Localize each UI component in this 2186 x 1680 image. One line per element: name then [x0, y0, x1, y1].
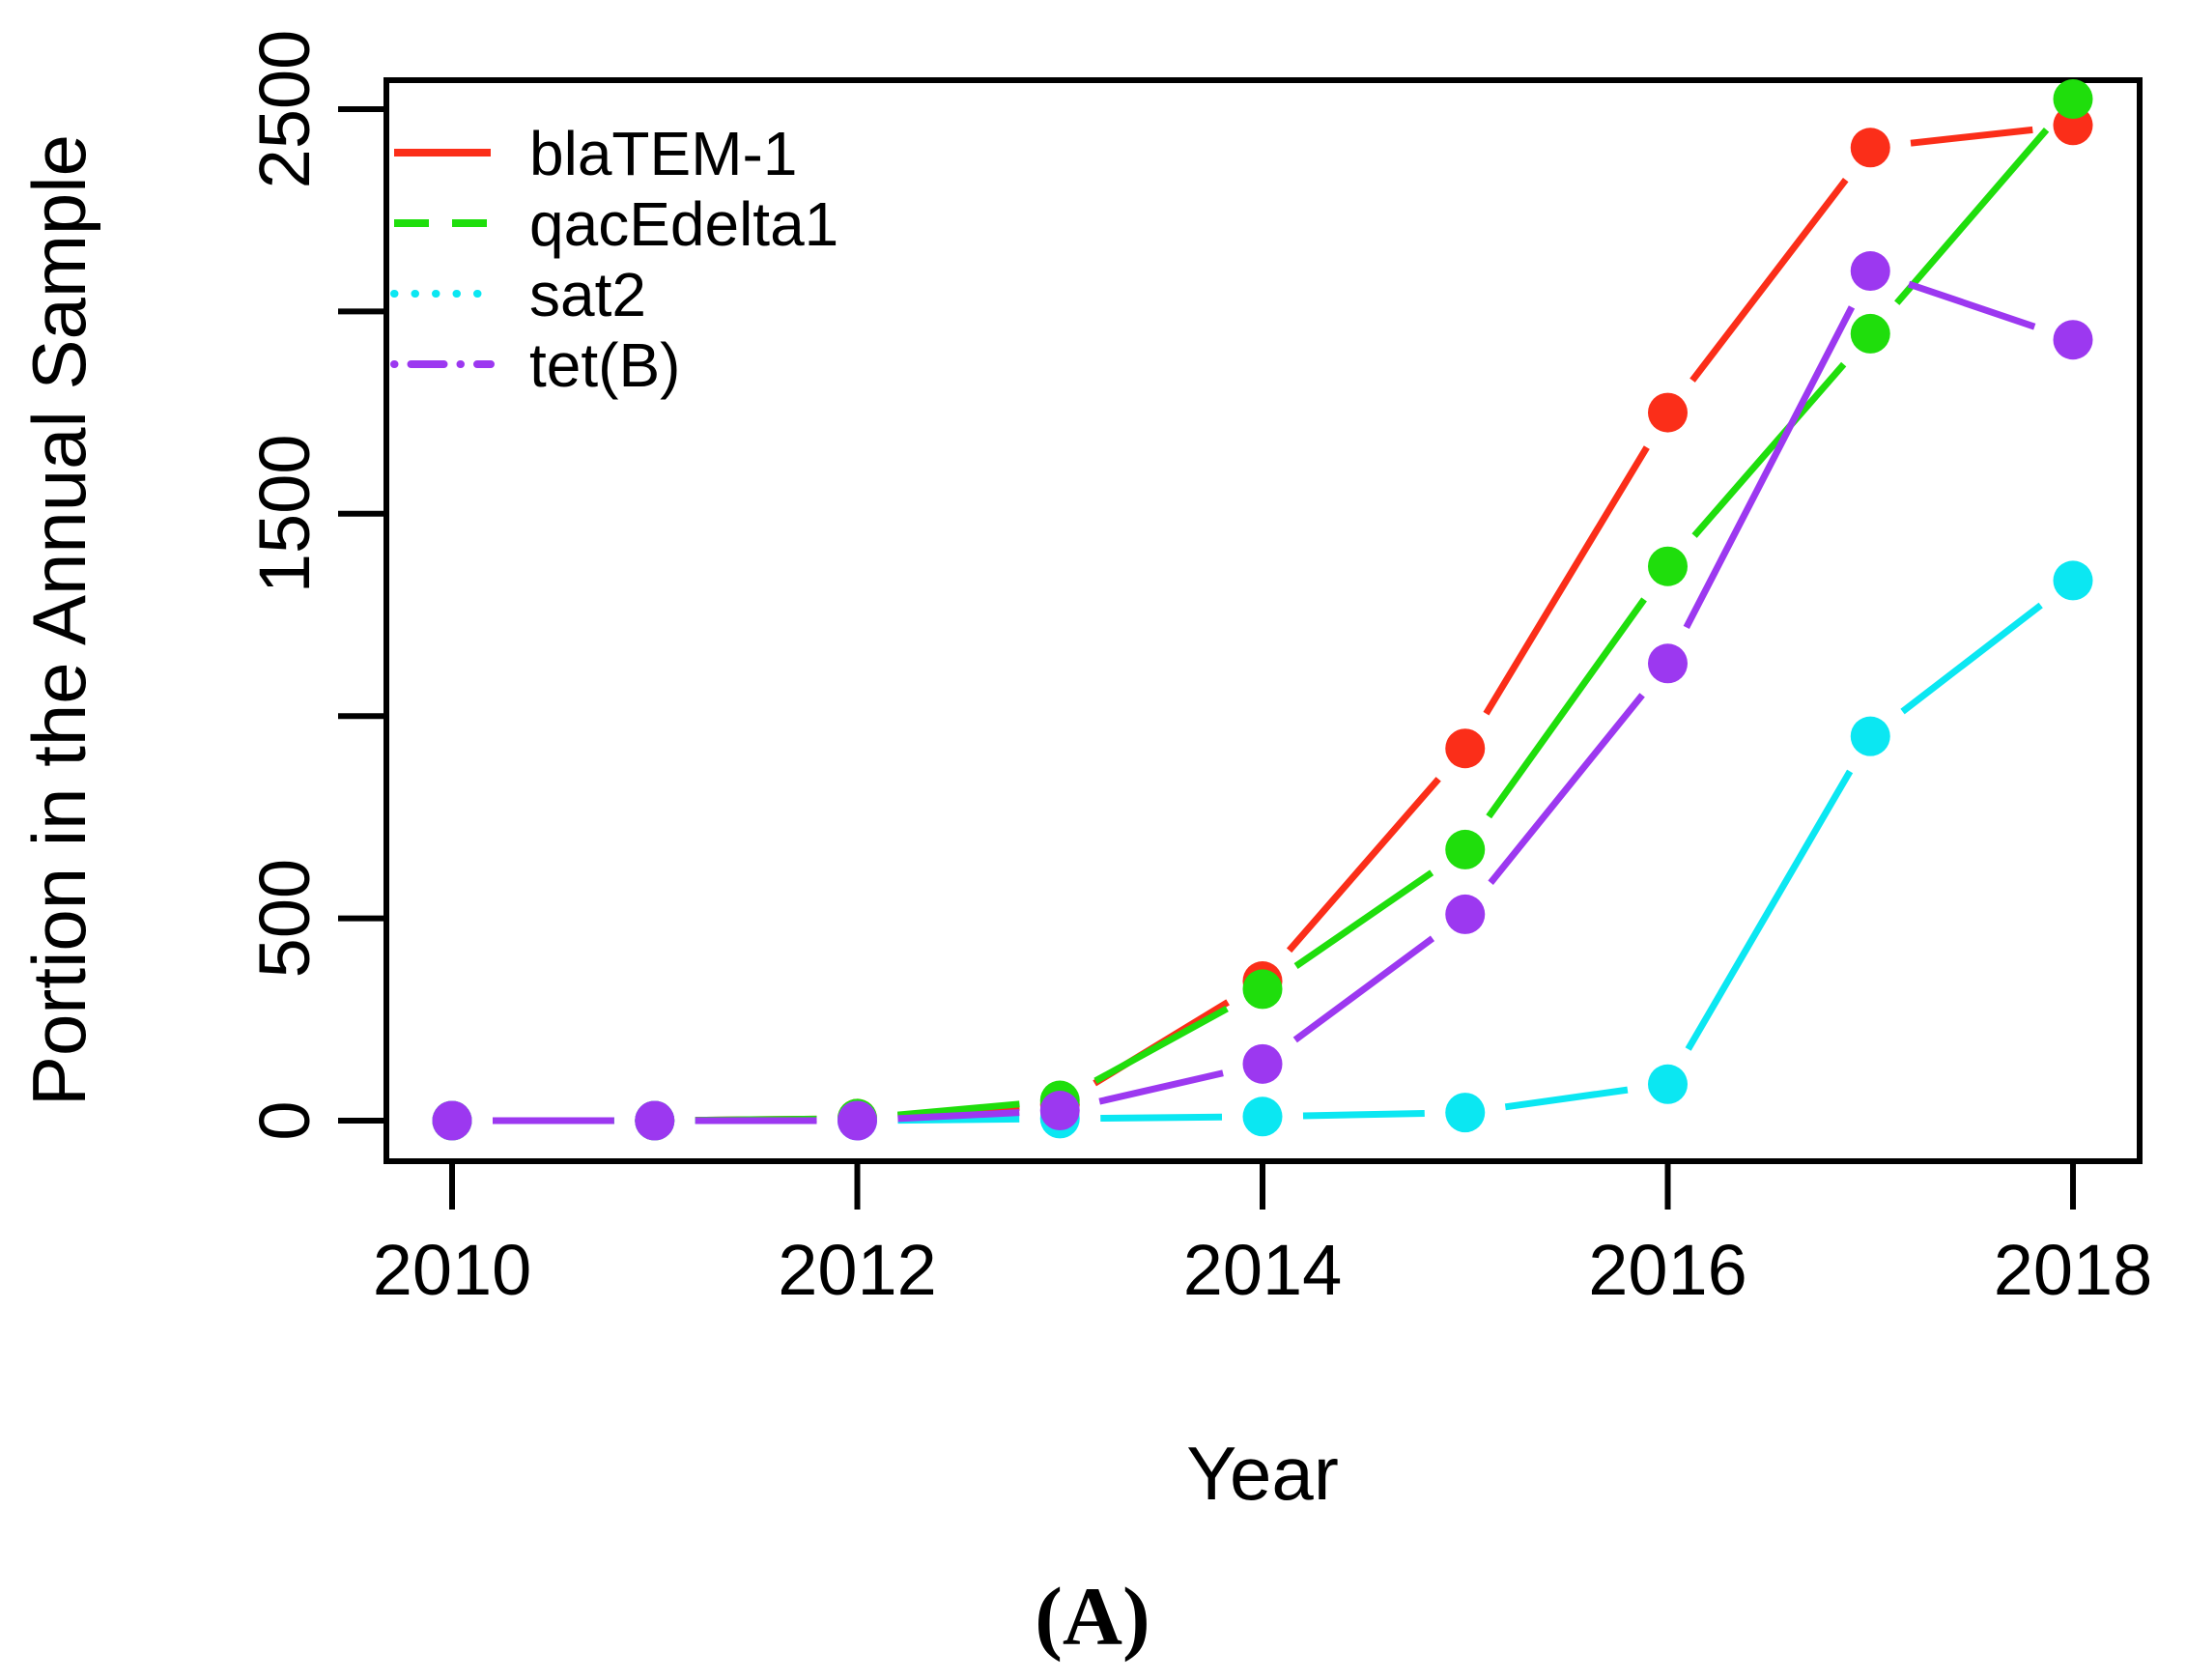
- series-tet-b-: [432, 251, 2093, 1141]
- data-point: [1850, 128, 1890, 168]
- x-tick-label: 2016: [1588, 1230, 1747, 1310]
- series-segment: [1098, 1069, 1224, 1105]
- series-segment: [1691, 361, 1847, 538]
- y-tick-label: 1500: [244, 434, 325, 593]
- series-segment: [897, 1109, 1020, 1123]
- series-segment: [1293, 869, 1434, 969]
- legend-label: blaTEM-1: [529, 119, 797, 188]
- data-point: [1445, 728, 1486, 769]
- y-axis-title: Portion in the Annual Sample: [16, 134, 101, 1106]
- series-segment: [1910, 126, 2033, 147]
- series-segment: [1093, 1006, 1229, 1084]
- x-axis-title: Year: [1186, 1431, 1339, 1516]
- data-point: [635, 1100, 675, 1141]
- series-segment: [1292, 935, 1435, 1043]
- legend-label: tet(B): [529, 330, 680, 400]
- data-point: [432, 1100, 472, 1141]
- series-segment: [897, 1100, 1020, 1119]
- series-segment: [1900, 602, 2043, 715]
- data-point: [1850, 716, 1890, 756]
- y-tick-label: 0: [244, 1100, 325, 1140]
- panel-caption: (A): [1035, 1570, 1150, 1663]
- data-point: [1445, 1093, 1486, 1133]
- series-segment: [1100, 1113, 1223, 1122]
- legend-label: qacEdelta1: [529, 189, 838, 259]
- data-point: [1648, 643, 1688, 684]
- y-tick-label: 500: [244, 859, 325, 978]
- series-segment: [1683, 305, 1856, 630]
- data-point: [1850, 251, 1890, 292]
- data-point: [837, 1100, 877, 1141]
- data-point: [2053, 560, 2093, 601]
- series-segment: [1302, 1109, 1425, 1120]
- data-point: [2053, 79, 2093, 120]
- x-axis-ticks: 2010 2012 2014 2016 2018: [373, 1161, 2153, 1310]
- data-point: [1648, 1064, 1688, 1104]
- series-segment: [1286, 777, 1441, 954]
- y-tick-label: 2500: [244, 30, 325, 189]
- x-tick-label: 2018: [1994, 1230, 2153, 1310]
- series-segment: [1685, 769, 1854, 1051]
- data-point: [1242, 969, 1283, 1010]
- data-point: [1039, 1091, 1080, 1131]
- legend-label: sat2: [529, 260, 646, 329]
- series-segment: [1894, 128, 2050, 305]
- series-segment: [1483, 445, 1650, 716]
- data-point: [1850, 313, 1890, 354]
- data-point: [2053, 320, 2093, 360]
- series-segment: [1907, 280, 2036, 330]
- data-point: [1648, 392, 1688, 433]
- series-segment: [1486, 597, 1647, 819]
- x-tick-label: 2014: [1183, 1230, 1343, 1310]
- x-tick-label: 2010: [373, 1230, 532, 1310]
- y-axis-ticks: 0 500 1500 2500: [244, 30, 386, 1141]
- series-segment: [1504, 1086, 1629, 1111]
- data-point: [1648, 546, 1688, 586]
- x-tick-label: 2012: [778, 1230, 937, 1310]
- series-segment: [1488, 693, 1645, 885]
- data-point: [1242, 1096, 1283, 1137]
- series-segment: [1689, 178, 1849, 383]
- data-point: [1242, 1043, 1283, 1084]
- data-series: [432, 79, 2093, 1141]
- data-point: [1445, 894, 1486, 934]
- data-point: [1445, 829, 1486, 869]
